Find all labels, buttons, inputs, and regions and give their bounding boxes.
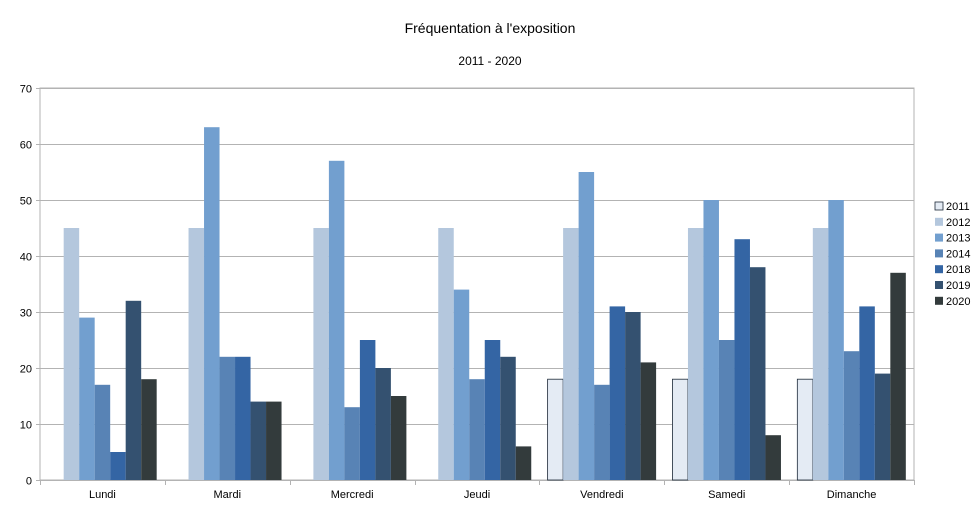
legend-label: 2014 xyxy=(946,248,970,260)
x-tick-label: Lundi xyxy=(89,489,116,501)
bar xyxy=(79,317,95,480)
bar xyxy=(500,356,516,480)
bar xyxy=(453,289,470,480)
legend-swatch xyxy=(935,281,943,289)
legend-swatch xyxy=(935,217,943,226)
bar xyxy=(672,378,689,481)
bar xyxy=(219,356,236,480)
bar xyxy=(390,396,407,480)
y-tick-label: 60 xyxy=(20,140,32,152)
legend-label: 2020 xyxy=(946,296,970,308)
y-tick-label: 10 xyxy=(20,420,32,432)
bar xyxy=(94,384,111,480)
bar xyxy=(141,379,157,480)
legend: 2011 2012 2013 2014 2018 2019 2020 xyxy=(934,201,970,308)
legend-swatch xyxy=(935,296,943,305)
axes xyxy=(36,88,915,485)
x-tick-label: Dimanche xyxy=(827,489,877,501)
x-tick-label: Mercredi xyxy=(331,489,374,501)
bar xyxy=(359,340,376,480)
legend-label: 2013 xyxy=(946,233,970,245)
bar xyxy=(563,228,579,480)
legend-swatch xyxy=(935,249,943,258)
bar xyxy=(188,228,205,480)
legend-swatch xyxy=(935,233,943,242)
legend-label: 2018 xyxy=(946,264,970,276)
chart-subtitle: 2011 - 2020 xyxy=(458,54,521,68)
bar xyxy=(484,340,501,480)
bar xyxy=(469,379,485,480)
bar xyxy=(687,228,704,480)
x-tick-labels: Lundi Mardi Mercredi Jeudi Vendredi Samedi Dim… xyxy=(89,489,876,501)
bar xyxy=(235,356,251,480)
bar xyxy=(796,378,814,481)
bar xyxy=(515,446,532,480)
y-tick-label: 70 xyxy=(20,84,32,96)
x-tick-label: Mardi xyxy=(214,489,242,501)
bar xyxy=(438,228,454,480)
legend-label: 2011 xyxy=(946,201,970,213)
legend-label: 2012 xyxy=(946,217,970,229)
x-tick-label: Jeudi xyxy=(464,489,490,501)
y-tick-labels: 0 10 20 30 40 50 60 70 xyxy=(20,84,32,488)
legend-swatch xyxy=(934,201,944,211)
y-tick-label: 50 xyxy=(20,196,32,208)
bar xyxy=(204,127,220,480)
bar xyxy=(890,272,906,480)
bar xyxy=(843,351,860,480)
bar xyxy=(734,239,750,480)
bar xyxy=(703,200,719,480)
bars xyxy=(63,127,906,481)
bar xyxy=(640,362,657,480)
bar xyxy=(125,300,142,480)
y-tick-label: 0 xyxy=(26,476,32,488)
bar xyxy=(874,373,891,480)
bar xyxy=(313,228,329,480)
bar xyxy=(859,306,875,480)
y-tick-label: 30 xyxy=(20,308,32,320)
legend-swatch xyxy=(935,265,943,274)
bar xyxy=(250,401,267,480)
bar xyxy=(344,407,360,480)
bar xyxy=(594,384,610,480)
chart-title: Fréquentation à l'exposition xyxy=(405,20,576,36)
legend-label: 2019 xyxy=(946,280,970,292)
bar xyxy=(328,160,345,481)
bar xyxy=(110,452,126,480)
bar xyxy=(63,228,80,480)
bar xyxy=(749,267,766,480)
bar xyxy=(718,340,735,480)
y-tick-label: 20 xyxy=(20,364,32,376)
bar xyxy=(828,200,844,480)
bar xyxy=(609,306,626,480)
bar xyxy=(625,312,641,480)
bar xyxy=(812,228,829,480)
bar xyxy=(765,435,781,480)
bar xyxy=(578,172,595,480)
bar xyxy=(375,368,391,480)
x-tick-label: Samedi xyxy=(708,489,745,501)
bar xyxy=(266,401,282,480)
x-tick-label: Vendredi xyxy=(580,489,623,501)
bar xyxy=(547,378,564,481)
y-tick-label: 40 xyxy=(20,252,32,264)
